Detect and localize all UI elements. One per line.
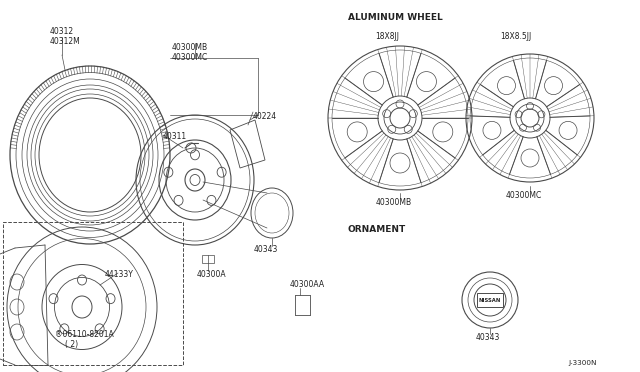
Text: ORNAMENT: ORNAMENT [348, 225, 406, 234]
Text: J-3300N: J-3300N [568, 360, 596, 366]
Text: 40300MB: 40300MB [172, 43, 208, 52]
Text: ®06110-8201A: ®06110-8201A [55, 330, 114, 339]
Text: 40300MC: 40300MC [506, 191, 542, 200]
Text: ALUMINUM WHEEL: ALUMINUM WHEEL [348, 13, 443, 22]
Text: 40300AA: 40300AA [290, 280, 325, 289]
Text: 40343: 40343 [476, 333, 500, 342]
Text: 40300A: 40300A [197, 270, 227, 279]
Text: 40312: 40312 [50, 27, 74, 36]
Bar [3, 222, 183, 365]
Text: 40312M: 40312M [50, 37, 81, 46]
Text: 40300MC: 40300MC [172, 53, 208, 62]
Bar [477, 293, 503, 307]
Bar [202, 255, 214, 263]
Text: 40311: 40311 [163, 132, 187, 141]
Text: 44133Y: 44133Y [105, 270, 134, 279]
Text: 40224: 40224 [253, 112, 277, 121]
Text: ( 2): ( 2) [65, 340, 78, 349]
Text: 18X8.5JJ: 18X8.5JJ [500, 32, 531, 41]
Text: 40343: 40343 [254, 245, 278, 254]
Text: 18X8JJ: 18X8JJ [375, 32, 399, 41]
Text: 40300MB: 40300MB [376, 198, 412, 207]
Text: NISSAN: NISSAN [479, 298, 501, 302]
